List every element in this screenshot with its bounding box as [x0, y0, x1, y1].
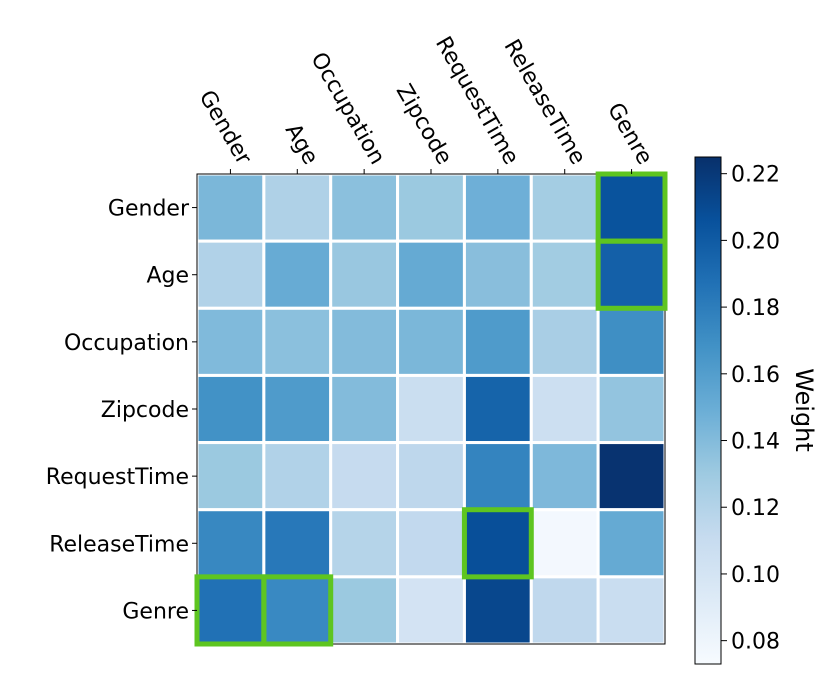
heatmap-cell	[262, 306, 333, 377]
heatmap-cell	[462, 508, 533, 579]
heatmap-cell	[529, 575, 600, 646]
heatmap-cell	[462, 441, 533, 512]
y-tick-label: Gender	[108, 197, 190, 222]
heatmap-cell	[396, 373, 466, 445]
heatmap-cell	[262, 575, 333, 646]
heatmap-cell	[195, 508, 266, 579]
heatmap-cell	[529, 373, 600, 445]
heatmap-cell	[396, 508, 466, 579]
y-tick-label: ReleaseTime	[49, 532, 189, 557]
heatmap-cell	[462, 575, 533, 646]
colorbar-tick-label: 0.14	[731, 430, 780, 455]
colorbar-tick-label: 0.12	[731, 496, 780, 521]
heatmap-cell	[462, 306, 533, 377]
heatmap-cell	[462, 373, 533, 445]
colorbar-tick-label: 0.22	[731, 163, 780, 188]
heatmap-cell	[529, 306, 600, 377]
heatmap-cell	[195, 306, 266, 377]
y-tick-label: Occupation	[64, 331, 189, 356]
heatmap-cell	[262, 441, 333, 512]
heatmap-cell	[396, 306, 466, 377]
heatmap-cell	[329, 575, 400, 646]
y-tick-label: RequestTime	[46, 465, 189, 490]
heatmap-cell	[529, 239, 600, 310]
heatmap-cell	[596, 239, 667, 310]
highlight-box	[595, 238, 668, 311]
heatmap-cell	[462, 239, 533, 310]
heatmap-cell	[262, 508, 333, 579]
heatmap-cell	[262, 239, 333, 310]
heatmap-cell	[596, 373, 667, 445]
colorbar-label: Weight	[790, 368, 818, 452]
heatmap-cell	[596, 441, 667, 512]
heatmap-cell	[329, 239, 400, 310]
x-tick-label: Age	[280, 120, 323, 169]
y-axis: Gender Age Occupation Zipcode RequestTime Rel…	[46, 197, 197, 624]
heatmap-cell	[596, 172, 667, 243]
heatmap-cells	[195, 172, 667, 646]
heatmap-cell	[195, 575, 266, 646]
x-tick-label: Zipcode	[391, 80, 457, 169]
heatmap-cell	[596, 575, 667, 646]
heatmap-cell	[396, 575, 466, 646]
heatmap-cell	[329, 172, 400, 243]
heatmap-cell	[529, 441, 600, 512]
colorbar-tick-label: 0.16	[731, 363, 780, 388]
y-tick-label: Zipcode	[101, 398, 189, 423]
heatmap-cell	[195, 373, 266, 445]
heatmap-cell	[195, 172, 266, 243]
highlight-box	[461, 507, 534, 580]
heatmap-cell	[262, 373, 333, 445]
colorbar-ticks: 0.08 0.10 0.12 0.14 0.16 0.18 0.20 0.22	[721, 163, 780, 655]
heatmap-cell	[529, 172, 600, 243]
x-tick-label: Gender	[194, 86, 257, 170]
heatmap-cell	[329, 306, 400, 377]
heatmap-cell	[396, 441, 466, 512]
colorbar-tick-label: 0.20	[731, 229, 780, 254]
heatmap-cell	[195, 239, 266, 310]
heatmap-cell	[262, 172, 333, 243]
heatmap-cell	[462, 172, 533, 243]
highlight-box	[261, 574, 334, 647]
heatmap-cell	[396, 239, 466, 310]
y-tick-label: Genre	[122, 599, 189, 624]
heatmap-cell	[195, 441, 266, 512]
heatmap-cell	[329, 508, 400, 579]
x-tick-label: Genre	[602, 99, 657, 169]
colorbar-tick-label: 0.10	[731, 563, 780, 588]
heatmap-cell	[329, 441, 400, 512]
heatmap-cell	[596, 508, 667, 579]
heatmap-cell	[396, 172, 466, 243]
colorbar-tick-label: 0.18	[731, 296, 780, 321]
y-tick-label: Age	[146, 264, 189, 289]
colorbar-tick-label: 0.08	[731, 630, 780, 655]
colorbar	[694, 156, 722, 665]
heatmap-cell	[596, 306, 667, 377]
heatmap-cell	[529, 508, 600, 579]
heatmap-cell	[329, 373, 400, 445]
